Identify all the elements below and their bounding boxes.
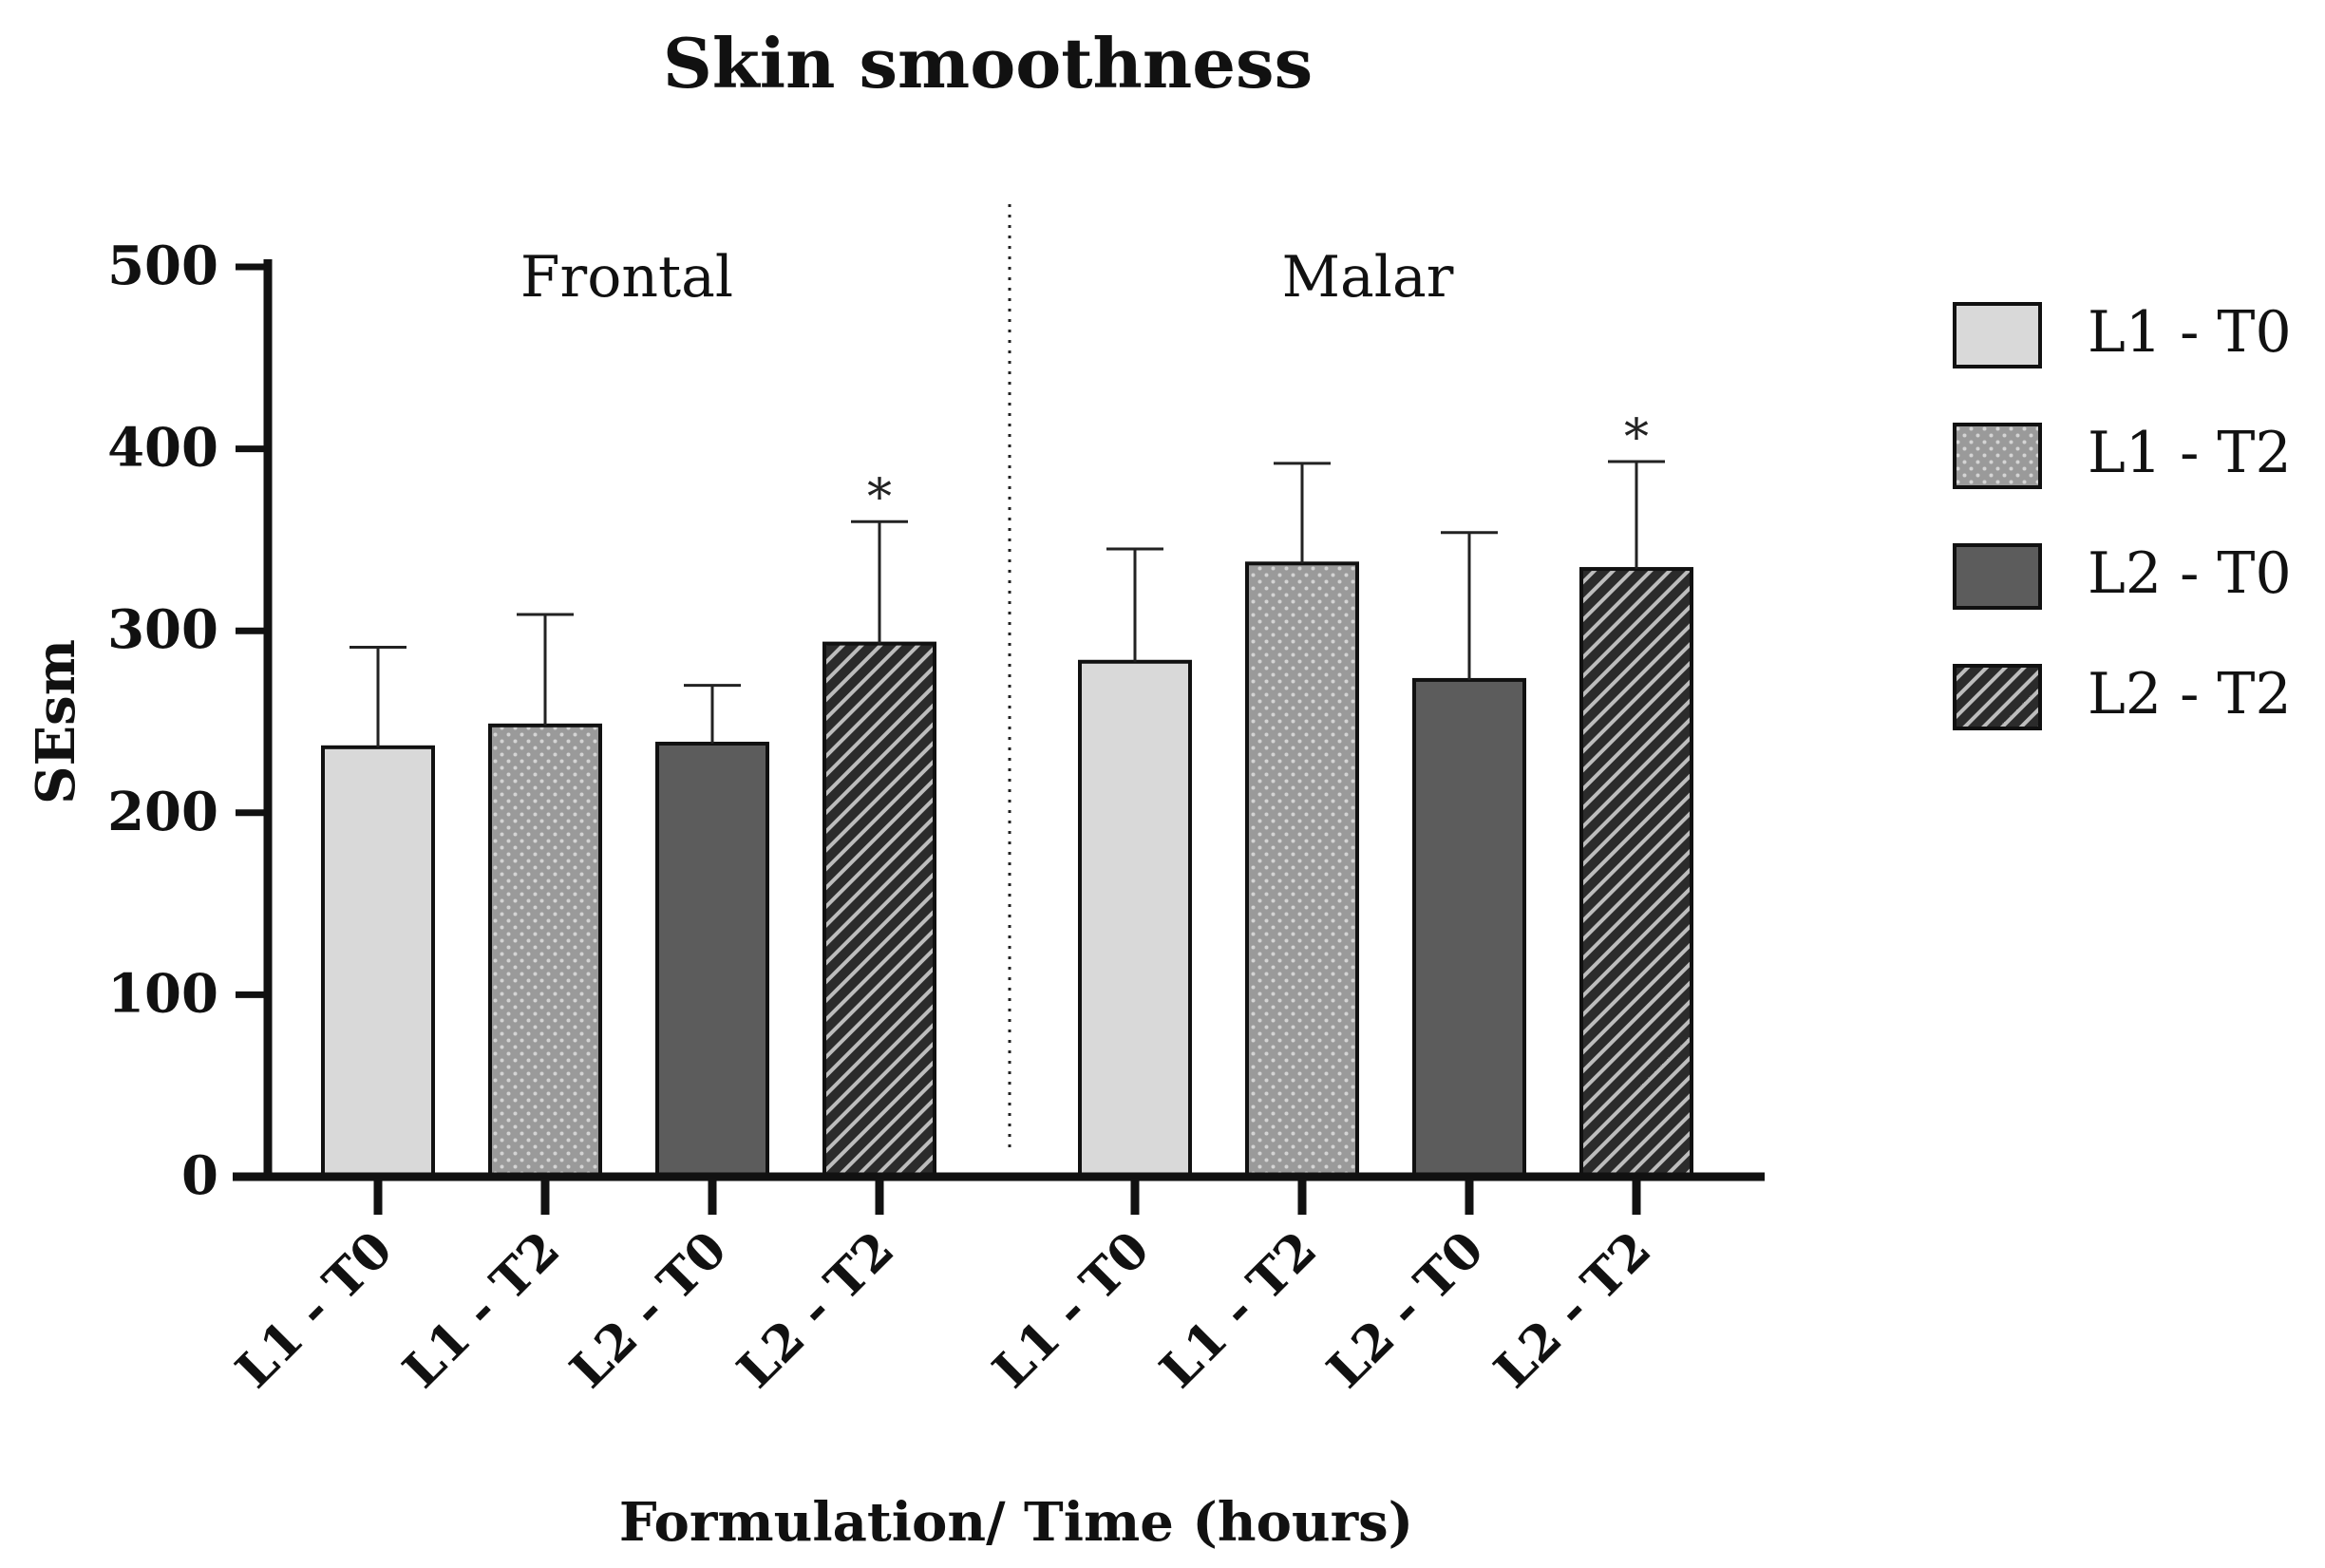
bars: ** (321, 409, 1693, 1179)
bar (822, 641, 936, 1179)
x-tick-label: L2 - T0 (559, 1220, 738, 1399)
x-tick-label: L1 - T0 (982, 1220, 1161, 1399)
y-tick-label: 0 (181, 1144, 218, 1207)
bar (1579, 567, 1693, 1179)
x-axis-label: Formulation/ Time (hours) (619, 1491, 1413, 1554)
bar (1412, 677, 1526, 1179)
x-tick-label: L2 - T2 (727, 1220, 905, 1399)
bar (655, 741, 769, 1179)
legend-swatch (1953, 543, 2042, 610)
x-tick-label: L1 - T2 (392, 1220, 571, 1399)
x-tick-label: L2 - T0 (1316, 1220, 1495, 1399)
y-tick-label: 200 (107, 781, 218, 843)
legend-swatch (1953, 664, 2042, 730)
x-tick-label: L2 - T2 (1484, 1220, 1662, 1399)
group-label-malar: Malar (1282, 244, 1454, 311)
legend-label: L2 - T2 (2088, 661, 2292, 727)
legend-swatch (1953, 302, 2042, 368)
bar (321, 745, 435, 1179)
y-axis-label: SEsm (25, 639, 87, 804)
legend-label: L1 - T2 (2088, 420, 2292, 486)
significance-marker: * (1624, 409, 1649, 466)
bar (1078, 659, 1192, 1179)
significance-marker: * (867, 469, 892, 526)
bar (1245, 561, 1359, 1179)
x-tick-label: L1 - T0 (225, 1220, 404, 1399)
chart-title: Skin smoothness (663, 23, 1313, 104)
group-label-frontal: Frontal (520, 244, 733, 311)
y-tick-label: 100 (107, 962, 218, 1025)
legend-label: L2 - T0 (2088, 540, 2292, 607)
legend-label: L1 - T0 (2088, 299, 2292, 366)
bar (488, 723, 602, 1179)
y-tick-label: 500 (107, 235, 218, 297)
x-tick-label: L1 - T2 (1149, 1220, 1328, 1399)
y-tick-label: 300 (107, 598, 218, 661)
y-tick-label: 400 (107, 417, 218, 480)
legend: L1 - T0 L1 - T2 L2 - T0 L2 - T2 (1953, 299, 2292, 730)
legend-swatch (1953, 423, 2042, 489)
y-axis-ticks: 0 100 200 300 400 500 (107, 235, 268, 1207)
